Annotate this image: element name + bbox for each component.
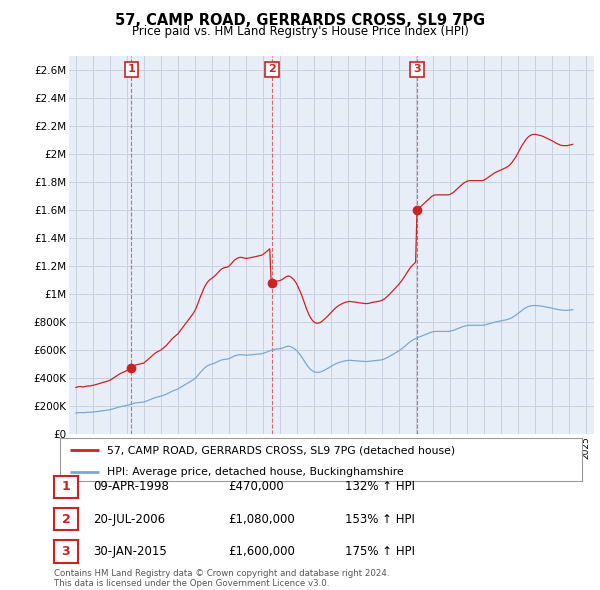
Text: 57, CAMP ROAD, GERRARDS CROSS, SL9 7PG: 57, CAMP ROAD, GERRARDS CROSS, SL9 7PG bbox=[115, 13, 485, 28]
Text: 175% ↑ HPI: 175% ↑ HPI bbox=[345, 545, 415, 558]
Text: 20-JUL-2006: 20-JUL-2006 bbox=[93, 513, 165, 526]
Text: 09-APR-1998: 09-APR-1998 bbox=[93, 480, 169, 493]
Text: 30-JAN-2015: 30-JAN-2015 bbox=[93, 545, 167, 558]
Text: HPI: Average price, detached house, Buckinghamshire: HPI: Average price, detached house, Buck… bbox=[107, 467, 404, 477]
Text: 153% ↑ HPI: 153% ↑ HPI bbox=[345, 513, 415, 526]
Text: £1,080,000: £1,080,000 bbox=[228, 513, 295, 526]
Text: 57, CAMP ROAD, GERRARDS CROSS, SL9 7PG (detached house): 57, CAMP ROAD, GERRARDS CROSS, SL9 7PG (… bbox=[107, 445, 455, 455]
Text: 3: 3 bbox=[62, 545, 70, 558]
Text: Price paid vs. HM Land Registry's House Price Index (HPI): Price paid vs. HM Land Registry's House … bbox=[131, 25, 469, 38]
Text: 3: 3 bbox=[413, 64, 421, 74]
Text: Contains HM Land Registry data © Crown copyright and database right 2024.
This d: Contains HM Land Registry data © Crown c… bbox=[54, 569, 389, 588]
Text: 2: 2 bbox=[62, 513, 70, 526]
Text: £470,000: £470,000 bbox=[228, 480, 284, 493]
Text: 1: 1 bbox=[127, 64, 135, 74]
Text: 2: 2 bbox=[268, 64, 276, 74]
Text: 1: 1 bbox=[62, 480, 70, 493]
Text: £1,600,000: £1,600,000 bbox=[228, 545, 295, 558]
Text: 132% ↑ HPI: 132% ↑ HPI bbox=[345, 480, 415, 493]
